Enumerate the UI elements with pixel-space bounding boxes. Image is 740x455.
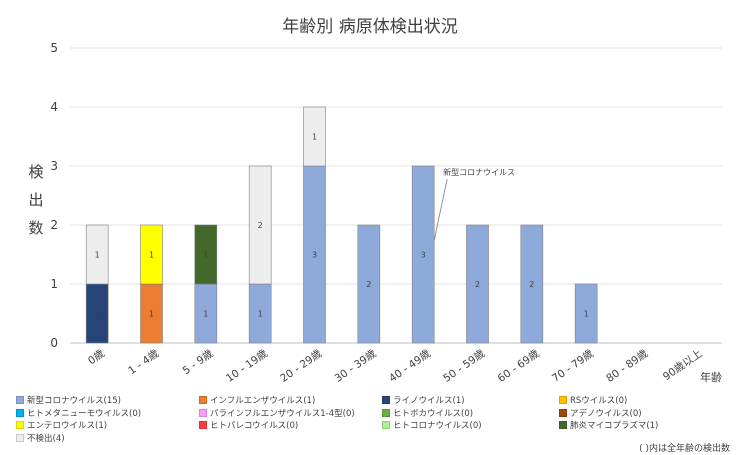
data-label: 1 bbox=[584, 310, 589, 319]
legend-swatch bbox=[199, 396, 207, 404]
legend-item: 肺炎マイコプラズマ(1) bbox=[559, 419, 658, 431]
bar-segment bbox=[248, 165, 272, 285]
x-tick-label: 30 - 39歳 bbox=[333, 347, 379, 384]
legend-label: ヒトメタニューモウイルス(0) bbox=[27, 408, 142, 419]
legend-item: エンテロウイルス(1) bbox=[16, 419, 107, 431]
bar-segment bbox=[85, 224, 109, 285]
y-tick-label: 0 bbox=[50, 336, 58, 350]
legend-label: ヒトコロナウイルス(0) bbox=[393, 421, 482, 431]
legend-label: 新型コロナウイルス(15) bbox=[27, 396, 121, 406]
legend-label: アデノウイルス(0) bbox=[570, 408, 642, 419]
legend-item: ヒトコロナウイルス(0) bbox=[382, 419, 482, 431]
annotation-leader bbox=[433, 178, 448, 241]
legend-item: ライノウイルス(1) bbox=[382, 394, 465, 406]
data-label: 2 bbox=[529, 280, 534, 289]
bar-segment bbox=[466, 224, 489, 344]
legend-item: パラインフルエンザウイルス1-4型(0) bbox=[199, 407, 355, 419]
x-tick-label: 0歳 bbox=[86, 347, 107, 367]
x-tick-label: 70 - 79歳 bbox=[550, 347, 596, 384]
legend-swatch bbox=[16, 396, 24, 404]
legend-swatch bbox=[16, 421, 24, 429]
legend-label: ライノウイルス(1) bbox=[393, 396, 465, 406]
annotation-label: 新型コロナウイルス bbox=[443, 167, 515, 177]
legend-item: ヒトパレコウイルス(0) bbox=[199, 419, 298, 431]
bar-segment bbox=[140, 224, 163, 285]
legend-item: ヒトメタニューモウイルス(0) bbox=[16, 407, 141, 419]
x-tick-label: 60 - 69歳 bbox=[496, 347, 542, 384]
data-label: 1 bbox=[203, 251, 208, 260]
legend-item: 不検出(4) bbox=[16, 432, 65, 444]
x-tick-label: 5 - 9歳 bbox=[181, 347, 216, 377]
data-label: 1 bbox=[95, 251, 100, 260]
x-tick-label: 90歳以上 bbox=[661, 348, 705, 384]
bar-segment bbox=[574, 283, 598, 344]
data-label: 1 bbox=[149, 310, 154, 319]
x-tick-label: 50 - 59歳 bbox=[441, 347, 487, 384]
bar-segment bbox=[411, 165, 435, 344]
bar-segment bbox=[194, 224, 218, 285]
legend-label: エンテロウイルス(1) bbox=[27, 421, 108, 431]
y-tick-label: 4 bbox=[50, 100, 58, 114]
legend-item: ヒトボカウイルス(0) bbox=[382, 407, 473, 419]
legend-item: インフルエンザウイルス(1) bbox=[199, 394, 315, 406]
legend-swatch bbox=[382, 408, 390, 417]
y-tick-label: 1 bbox=[50, 277, 58, 291]
x-tick-label: 80 - 89歳 bbox=[604, 347, 650, 384]
legend-swatch bbox=[199, 421, 207, 429]
legend-label: パラインフルエンザウイルス1-4型(0) bbox=[210, 408, 355, 419]
data-label: 1 bbox=[312, 133, 317, 142]
footnote: ( )内は全年齢の検出数 bbox=[639, 444, 730, 454]
y-tick-label: 5 bbox=[50, 41, 58, 55]
x-tick-label: 20 - 29歳 bbox=[278, 347, 324, 384]
data-label: 2 bbox=[366, 280, 371, 289]
data-label: 1 bbox=[95, 310, 100, 319]
chart-title: 年齢別 病原体検出状況 bbox=[282, 17, 458, 37]
y-tick-label: 3 bbox=[50, 159, 58, 173]
x-tick-label: 40 - 49歳 bbox=[387, 347, 433, 384]
legend-item: RSウイルス(0) bbox=[559, 394, 627, 406]
y-tick-label: 2 bbox=[50, 218, 58, 232]
legend-swatch bbox=[16, 408, 24, 417]
legend-label: ヒトボカウイルス(0) bbox=[393, 408, 474, 419]
legend-label: RSウイルス(0) bbox=[570, 396, 628, 406]
legend-swatch bbox=[382, 421, 390, 429]
legend-swatch bbox=[559, 421, 567, 429]
legend-swatch bbox=[559, 408, 567, 417]
legend-label: 不検出(4) bbox=[27, 433, 65, 444]
data-label: 1 bbox=[258, 310, 263, 319]
legend-swatch bbox=[16, 433, 24, 442]
x-tick-label: 1 - 4歳 bbox=[126, 347, 161, 377]
bar-segment bbox=[303, 106, 326, 167]
legend-swatch bbox=[559, 396, 567, 404]
legend-item: 新型コロナウイルス(15) bbox=[16, 394, 121, 406]
data-label: 1 bbox=[203, 310, 208, 319]
x-axis-label: 年齢 bbox=[700, 371, 722, 384]
data-label: 3 bbox=[312, 251, 317, 260]
bar-segment bbox=[520, 224, 544, 344]
x-tick-label: 10 - 19歳 bbox=[224, 347, 270, 384]
bar-segment bbox=[357, 224, 381, 344]
data-label: 2 bbox=[475, 280, 480, 289]
legend-swatch bbox=[382, 396, 390, 404]
legend-label: 肺炎マイコプラズマ(1) bbox=[570, 421, 659, 431]
chart-legend: 新型コロナウイルス(15) インフルエンザウイルス(1) ライノウイルス(1) RSウ… bbox=[16, 394, 736, 450]
legend-item: アデノウイルス(0) bbox=[559, 407, 642, 419]
data-label: 2 bbox=[258, 221, 263, 230]
data-label: 1 bbox=[149, 251, 154, 260]
data-label: 3 bbox=[421, 251, 426, 260]
legend-swatch bbox=[199, 408, 207, 417]
legend-label: ヒトパレコウイルス(0) bbox=[210, 421, 299, 431]
y-axis-label: 検出数 bbox=[28, 163, 44, 237]
legend-label: インフルエンザウイルス(1) bbox=[210, 396, 316, 406]
